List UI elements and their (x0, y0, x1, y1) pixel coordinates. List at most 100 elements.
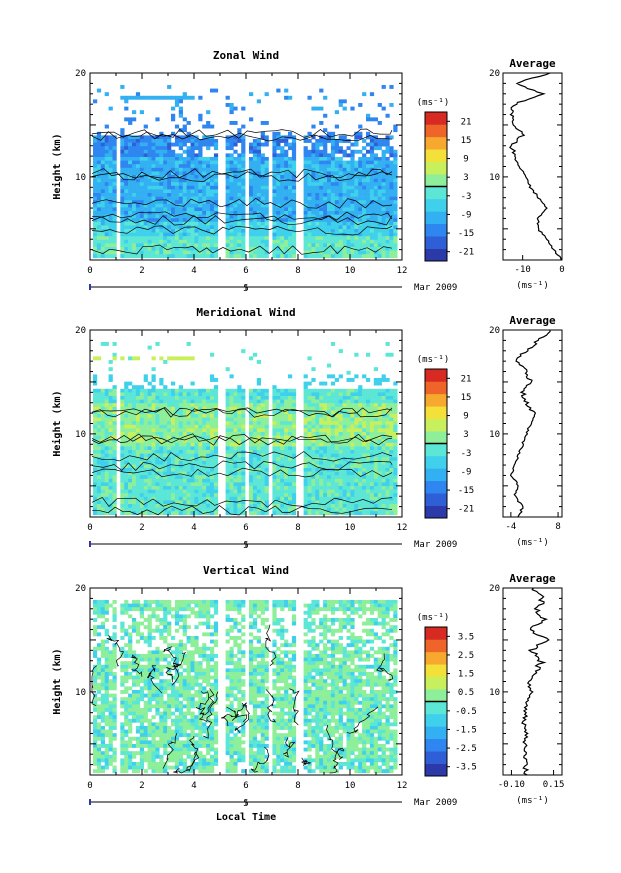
heatmap-cell (210, 406, 215, 411)
heatmap-cell (252, 446, 258, 451)
heatmap-cell (194, 496, 199, 501)
heatmap-cell (284, 399, 289, 404)
heatmap-cell (194, 157, 199, 161)
heatmap-cell (213, 385, 219, 390)
heatmap-cell (143, 500, 148, 505)
heatmap-cell (128, 396, 133, 400)
heatmap-cell (249, 424, 254, 429)
heatmap-cell (190, 182, 195, 187)
heatmap-cell (182, 200, 187, 205)
heatmap-cell (93, 424, 98, 429)
heatmap-cell (233, 193, 238, 197)
heatmap-cell (249, 486, 254, 490)
heatmap-cell (213, 471, 219, 476)
heatmap-cell (260, 471, 265, 476)
heatmap-cell (280, 232, 285, 237)
heatmap-cell (291, 511, 297, 516)
heatmap-cell (334, 196, 339, 201)
heatmap-cell (366, 464, 371, 469)
heatmap-cell (96, 218, 102, 223)
heatmap-cell (373, 221, 378, 226)
heatmap-cell (104, 446, 109, 451)
heatmap-cell (202, 250, 207, 255)
heatmap-cell (323, 182, 328, 187)
heatmap-cell (182, 175, 187, 179)
heatmap-cell (143, 374, 148, 379)
heatmap-cell (350, 403, 355, 408)
heatmap-cell (256, 403, 261, 408)
heatmap-cell (330, 189, 336, 194)
heatmap-cell (291, 225, 297, 230)
heatmap-cell (362, 167, 367, 172)
heatmap-cell (171, 218, 176, 223)
heatmap-cell (307, 493, 312, 498)
heatmap-cell (108, 211, 113, 215)
heatmap-cell (155, 250, 160, 255)
heatmap-cell (194, 464, 199, 469)
heatmap-cell (151, 428, 156, 433)
heatmap-cell (284, 254, 289, 259)
heatmap-cell (210, 182, 215, 187)
heatmap-cell (256, 160, 261, 165)
heatmap-cell (213, 239, 219, 244)
heatmap-cell (135, 95, 141, 100)
heatmap-cell (178, 207, 183, 212)
heatmap-cell (276, 225, 281, 230)
heatmap-cell (350, 435, 355, 440)
heatmap-cell (342, 417, 347, 422)
heatmap-cell (334, 142, 339, 147)
heatmap-cell (288, 185, 293, 190)
heatmap-cell (327, 243, 332, 248)
heatmap-cell (350, 171, 355, 176)
heatmap-cell (139, 95, 144, 100)
heatmap-cell (229, 406, 234, 411)
heatmap-cell (104, 486, 109, 490)
heatmap-cell (354, 254, 359, 259)
heatmap-cell (151, 95, 156, 100)
heatmap-cell (350, 142, 355, 147)
heatmap-cell (186, 414, 191, 418)
heatmap-cell (174, 489, 180, 494)
heatmap-cell (237, 178, 242, 183)
heatmap-cell (178, 218, 183, 223)
heatmap-cell (307, 428, 312, 433)
heatmap-cell (112, 200, 117, 205)
heatmap-cell (338, 99, 343, 104)
heatmap-cell (198, 193, 203, 197)
heatmap-cell (139, 496, 144, 501)
heatmap-cell (369, 406, 375, 411)
heatmap-cell (147, 232, 152, 237)
heatmap-cell (132, 153, 137, 158)
heatmap-cell (381, 196, 386, 201)
heatmap-cell (354, 450, 359, 454)
heatmap-cell (104, 229, 109, 233)
heatmap-cell (315, 164, 320, 169)
heatmap-cell (93, 236, 98, 241)
heatmap-cell (358, 442, 363, 447)
heatmap-cell (272, 511, 277, 516)
heatmap-cell (350, 424, 355, 429)
heatmap-cell (276, 250, 281, 255)
heatmap-cell (334, 486, 339, 490)
heatmap-cell (354, 392, 359, 397)
heatmap-cell (256, 453, 261, 458)
heatmap-cell (135, 511, 141, 516)
heatmap-cell (163, 175, 168, 179)
heatmap-cell (323, 381, 328, 386)
heatmap-cell (213, 392, 219, 397)
heatmap-cell (354, 453, 359, 458)
heatmap-cell (171, 453, 176, 458)
heatmap-cell (241, 139, 246, 143)
heatmap-cell (334, 146, 339, 151)
heatmap-cell (163, 385, 168, 390)
heatmap-cell (350, 185, 355, 190)
heatmap-cell (366, 149, 371, 154)
heatmap-cell (128, 392, 133, 397)
heatmap-cell (358, 211, 363, 215)
heatmap-cells (93, 85, 398, 259)
heatmap-cell (206, 110, 211, 115)
heatmap-cell (233, 410, 238, 415)
heatmap-cell (338, 250, 343, 255)
heatmap-cell (93, 149, 98, 154)
heatmap-cell (124, 478, 129, 483)
